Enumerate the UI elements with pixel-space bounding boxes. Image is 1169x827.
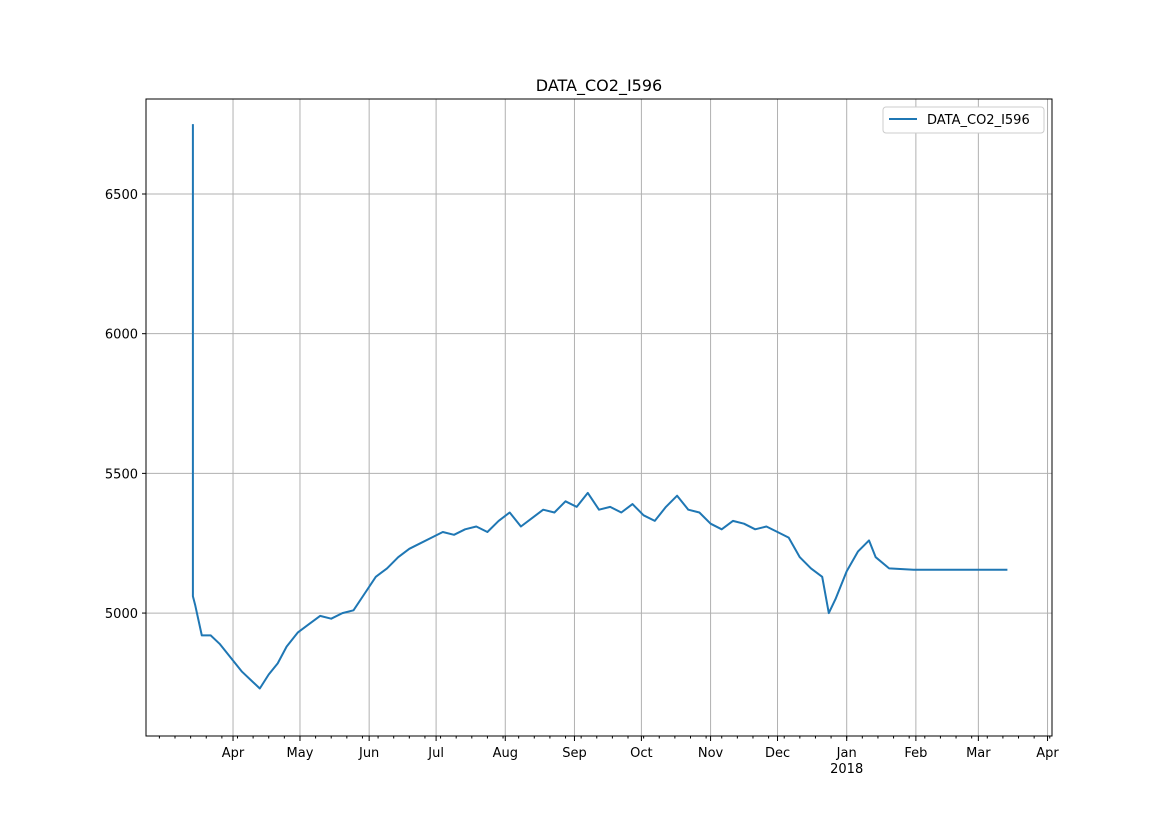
legend: DATA_CO2_I596 [882,106,1045,134]
x-tick-label: Apr [222,746,245,761]
x-tick-label: Feb [904,746,927,761]
x-tick-label: Dec [765,746,790,761]
x-tick-label: Mar [966,746,991,761]
x-tick-label: Jun [358,746,379,761]
x-tick-sublabel: 2018 [830,762,863,777]
x-tick-label: Sep [562,746,587,761]
y-tick-label: 5000 [105,607,138,622]
x-tick-label: Jul [427,746,444,761]
legend-label: DATA_CO2_I596 [927,113,1030,128]
x-tick-label: Oct [630,746,652,761]
x-tick-label: May [287,746,314,761]
grid-layer [146,99,1052,736]
series-line [191,124,1008,690]
y-tick-label: 6500 [105,188,138,203]
x-tick-label: Jan [836,746,857,761]
y-tick-label: 5500 [105,467,138,482]
plot-frame [145,98,1053,737]
ticks-layer: 5000 5500 6000 6500 Apr May Jun Jul Aug Sep Oct Nov… [105,188,1060,777]
series-layer [191,124,1008,690]
x-tick-label: Aug [493,746,518,761]
x-tick-label: Apr [1036,746,1059,761]
chart-title: DATA_CO2_I596 [536,76,662,96]
y-tick-label: 6000 [105,328,138,343]
x-tick-label: Nov [698,746,724,761]
legend-box [882,106,1045,134]
